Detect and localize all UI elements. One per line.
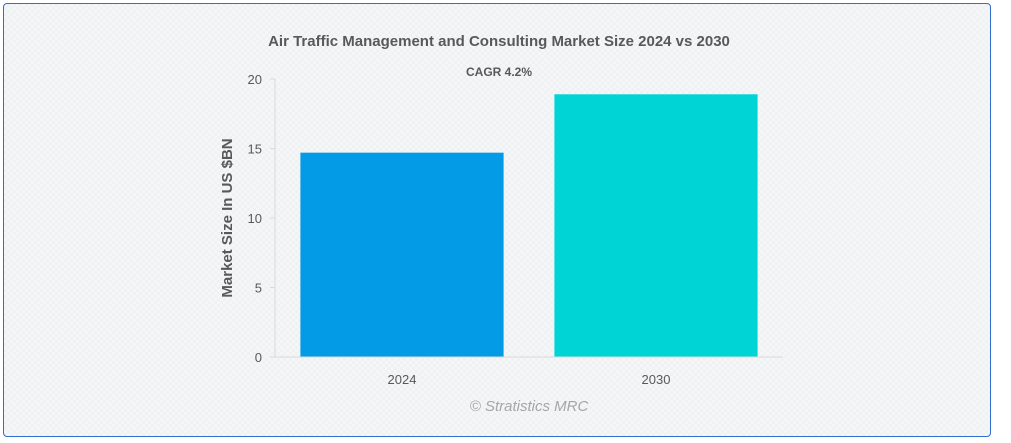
x-tick-label: 2030 bbox=[642, 372, 671, 387]
bar-2024 bbox=[300, 152, 504, 357]
y-tick-label: 5 bbox=[255, 281, 262, 296]
y-tick-label: 10 bbox=[248, 211, 262, 226]
x-axis: 2024 2030 bbox=[275, 356, 783, 387]
y-tick-label: 20 bbox=[248, 72, 262, 87]
y-axis: 0 5 10 15 20 bbox=[248, 72, 276, 365]
watermark: © Stratistics MRC bbox=[470, 398, 589, 415]
bars bbox=[300, 94, 758, 357]
x-tick-label: 2024 bbox=[388, 372, 417, 387]
chart-title: Air Traffic Management and Consulting Ma… bbox=[268, 33, 730, 50]
y-tick-label: 0 bbox=[255, 350, 262, 365]
bar-2030 bbox=[554, 94, 758, 357]
chart-subtitle: CAGR 4.2% bbox=[466, 65, 532, 79]
y-axis-label: Market Size In US $BN bbox=[219, 138, 236, 297]
y-tick-label: 15 bbox=[248, 142, 262, 157]
